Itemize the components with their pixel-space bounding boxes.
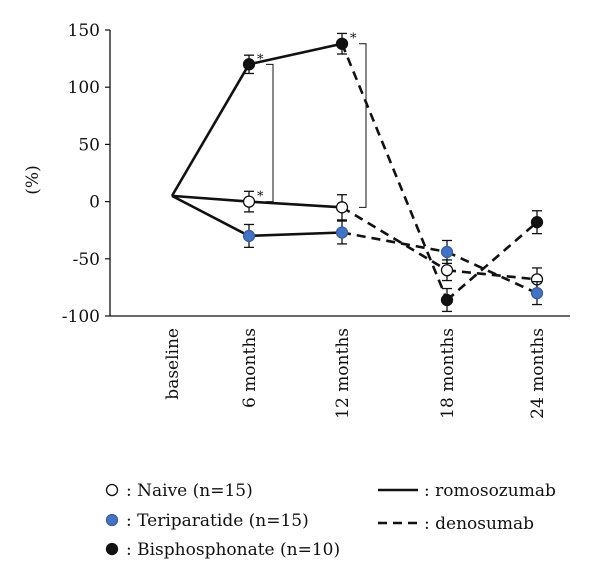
series-line-segment	[248, 231, 343, 238]
legend-marker	[105, 513, 119, 527]
y-axis-label: (%)	[23, 165, 43, 194]
data-point	[440, 293, 454, 307]
y-tick-label: 100	[68, 78, 100, 98]
significance-brackets	[266, 43, 367, 208]
data-point	[440, 245, 454, 259]
legend-label: : denosumab	[424, 514, 534, 534]
data-point	[530, 216, 544, 229]
data-point	[242, 58, 256, 71]
legend: : Naive (n=15) : Teriparatide (n=15) : Bis…	[105, 481, 556, 560]
y-tick-label: 150	[68, 21, 100, 41]
data-point	[530, 286, 544, 300]
legend-label: : romosozumab	[424, 481, 556, 501]
legend-marker	[105, 483, 119, 497]
data-point	[335, 226, 349, 239]
y-tick-label: 50	[78, 135, 100, 155]
series-line-segment	[341, 231, 448, 254]
series-lines	[170, 42, 538, 301]
significance-star: *	[257, 52, 264, 67]
legend-label: : Bisphosphonate (n=10)	[126, 540, 340, 560]
data-point	[335, 201, 349, 214]
y-tick-label: -100	[62, 307, 100, 327]
series-line-segment	[248, 42, 343, 66]
series-line-segment	[171, 194, 250, 203]
x-tick-label: 24 months	[528, 328, 548, 419]
y-tick-label: -50	[73, 250, 100, 270]
significance-star: *	[257, 190, 264, 205]
x-tick-label: 18 months	[438, 328, 458, 419]
series-line-segment	[170, 63, 251, 197]
series-line-segment	[341, 206, 448, 272]
x-tick-label: 12 months	[333, 328, 353, 419]
series-line-segment	[446, 268, 538, 281]
series-line-segment	[340, 43, 449, 301]
series-line-segment	[248, 200, 343, 209]
data-point	[335, 37, 349, 50]
series-line-segment	[171, 194, 250, 238]
x-tick-label: baseline	[163, 328, 183, 400]
axes: 150 100 50 0 -50 -100 baseline 6 months 12 month…	[62, 21, 570, 419]
y-tick-label: 0	[89, 193, 100, 213]
legend-label: : Naive (n=15)	[126, 481, 253, 501]
data-point	[440, 264, 454, 277]
legend-marker	[105, 542, 119, 556]
data-point	[242, 195, 256, 208]
series-line-segment	[446, 221, 538, 301]
x-tick-label: 6 months	[240, 328, 260, 408]
significance-bracket	[359, 43, 367, 208]
series-line-segment	[446, 250, 538, 295]
legend-label: : Teriparatide (n=15)	[126, 511, 309, 531]
significance-bracket	[266, 63, 274, 203]
significance-star: *	[350, 32, 357, 47]
data-point	[242, 229, 256, 243]
series-markers: * * *	[242, 32, 544, 313]
